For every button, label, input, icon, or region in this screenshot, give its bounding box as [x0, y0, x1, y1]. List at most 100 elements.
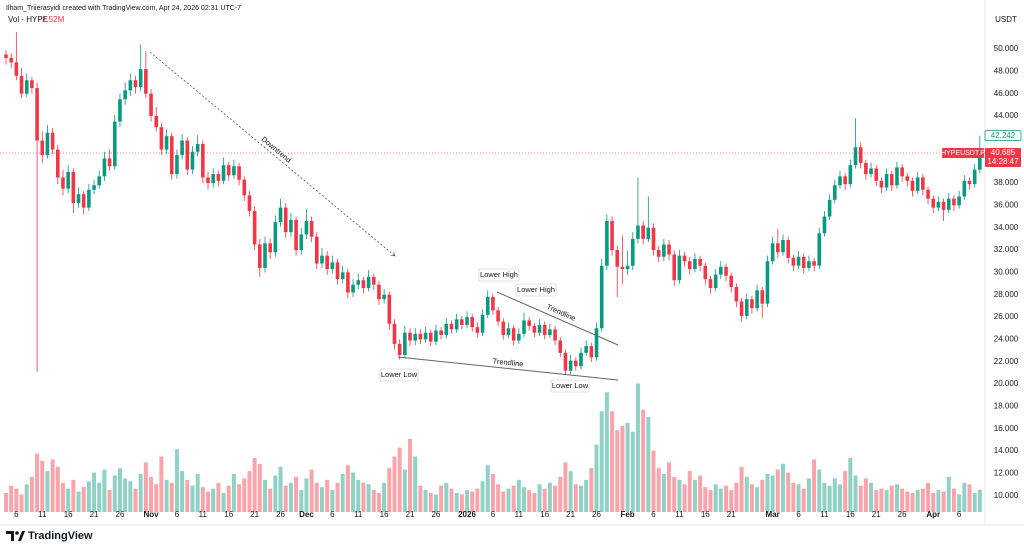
volume-bar [661, 474, 666, 512]
volume-bar [962, 482, 967, 512]
candle-body [889, 174, 894, 186]
candle-body [289, 219, 293, 233]
candle-body [81, 194, 86, 208]
volume-bar [133, 488, 138, 512]
volume-bar [516, 479, 521, 512]
y-tick-label: 14.000 [994, 446, 1019, 455]
volume-bar [382, 482, 387, 512]
y-tick-label: 28.000 [994, 290, 1019, 299]
candle-body [61, 177, 65, 189]
volume-bar [972, 493, 977, 512]
volume-bar [319, 487, 324, 512]
x-tick-label: 21 [727, 510, 736, 519]
candle-body [159, 127, 164, 150]
candle-body [138, 69, 143, 87]
candle-body [724, 266, 728, 276]
volume-bar [786, 472, 791, 512]
volume-bar [791, 482, 796, 512]
volume-bar [169, 482, 174, 512]
volume-value: 1.52M [42, 15, 65, 24]
candle-body [304, 221, 309, 235]
y-tick-label: 36.000 [994, 200, 1019, 209]
volume-bar [496, 484, 501, 512]
volume-bar [718, 488, 723, 512]
candle-body [641, 225, 645, 239]
candle-body [915, 177, 920, 191]
volume-bar [527, 490, 532, 512]
candle-body [40, 140, 45, 156]
volume-bar [402, 469, 407, 512]
annotation: Lower High [517, 285, 555, 294]
y-tick-label: 12.000 [994, 469, 1019, 478]
y-tick-label: 16.000 [994, 424, 1019, 433]
candle-body [92, 185, 96, 190]
volume-bar [226, 485, 231, 512]
logo-mark [15, 531, 19, 535]
credit: Ilham_Triierasyidi created with TradingV… [6, 5, 241, 12]
volume-bar [708, 490, 713, 512]
volume-bar [806, 478, 811, 512]
volume-bar [884, 490, 889, 512]
candle-body [517, 333, 521, 341]
volume-bar [604, 392, 609, 512]
candle-body [501, 321, 506, 335]
x-tick-label: 6 [175, 510, 180, 519]
candle-body [796, 256, 801, 266]
candle-body [330, 262, 335, 270]
candle-body [403, 332, 407, 356]
x-tick-label: 21 [250, 510, 259, 519]
candle-body [750, 299, 754, 309]
candle-body [211, 174, 215, 184]
volume-bar [485, 465, 490, 512]
candle-body [475, 327, 480, 333]
candle-body [848, 165, 853, 185]
candle-body [864, 162, 868, 175]
candle-body [201, 143, 205, 178]
volume-bar [589, 468, 594, 512]
volume-bar [553, 485, 558, 512]
volume-bar [263, 479, 267, 512]
volume-bar [558, 476, 563, 512]
annotation: Trendline [492, 356, 524, 368]
volume-bar [749, 484, 754, 512]
volume-bar [86, 481, 91, 512]
volume-bar [755, 487, 760, 512]
candle-body [232, 166, 236, 176]
volume-bar [408, 438, 413, 512]
volume-bar [563, 462, 568, 512]
volume-bar [371, 490, 376, 512]
x-tick-label: 6 [796, 510, 801, 519]
candle-body [449, 323, 454, 330]
volume-bar [542, 488, 547, 512]
candle-body [801, 256, 806, 268]
volume-bar [889, 485, 894, 512]
candle-body [45, 132, 50, 156]
candle-body [361, 280, 366, 289]
volume-bar [729, 490, 734, 512]
candle-body [102, 158, 107, 177]
candle-body [662, 244, 666, 257]
volume-bar [335, 482, 340, 512]
candle-body [112, 121, 117, 167]
annotation: Lower High [480, 270, 518, 279]
candle-body [827, 199, 832, 217]
candle-body [853, 147, 858, 166]
high-price-label: 42.242 [991, 131, 1016, 140]
logo-mark [6, 531, 14, 541]
volume-bar [9, 485, 14, 512]
volume-bar [584, 479, 589, 512]
y-tick-label: 30.000 [994, 268, 1019, 277]
volume-bar [817, 469, 822, 512]
annotation-box [550, 379, 590, 393]
candle-body [574, 360, 578, 367]
candle-body [206, 177, 210, 184]
candle-body [133, 80, 138, 87]
volume-bar [760, 479, 765, 512]
candle-body [610, 221, 614, 251]
x-tick-label: 16 [224, 510, 233, 519]
volume-bar [501, 491, 506, 512]
volume-bar [532, 493, 537, 512]
y-tick-label: 24.000 [994, 335, 1019, 344]
annotation: Lower Low [381, 370, 418, 379]
last-price-label: 40.685 [991, 148, 1016, 157]
